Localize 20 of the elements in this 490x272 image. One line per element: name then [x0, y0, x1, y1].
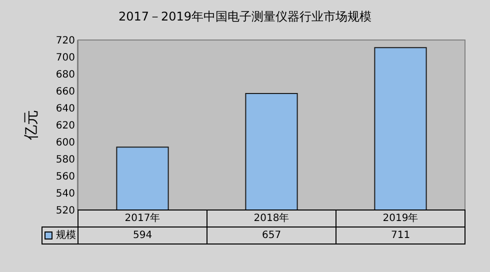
y-axis-title: 亿元 [22, 110, 40, 141]
y-tick-label: 580 [56, 154, 75, 166]
y-tick-label: 540 [56, 188, 75, 200]
legend-label: 规模 [56, 229, 76, 241]
y-tick-label: 640 [56, 104, 75, 114]
y-tick-label: 600 [56, 138, 75, 148]
y-tick-label: 620 [56, 120, 75, 132]
y-tick-label: 680 [56, 70, 75, 80]
x-tick-label: 2019年 [382, 212, 418, 224]
y-tick-label: 720 [56, 36, 75, 46]
x-tick-label: 2017年 [124, 212, 160, 224]
y-tick-label: 520 [56, 206, 75, 216]
data-label: 657 [262, 230, 282, 241]
y-tick-label: 700 [56, 52, 75, 64]
data-label: 711 [391, 230, 410, 241]
y-tick-label: 660 [56, 86, 75, 98]
x-tick-label: 2018年 [254, 212, 290, 224]
data-label: 594 [133, 230, 152, 241]
y-tick-label: 560 [56, 172, 75, 182]
chart-title: 2017－2019年中国电子测量仪器行业市场规模 [118, 9, 372, 24]
